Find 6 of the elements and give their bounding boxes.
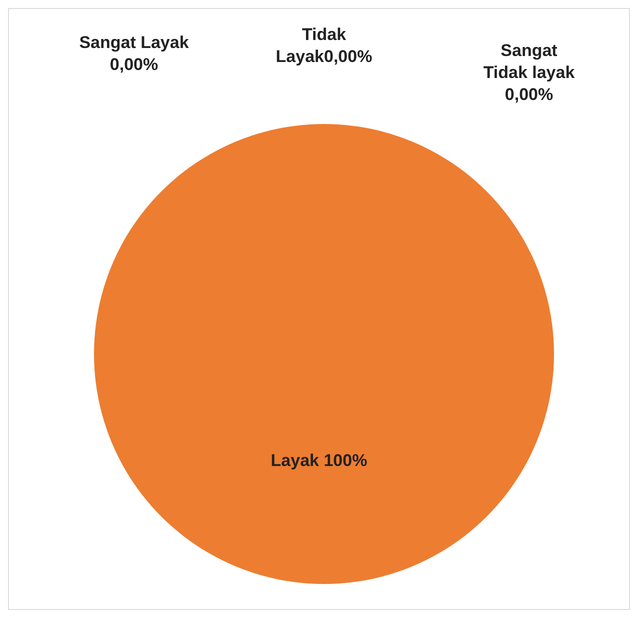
text: 0,00% xyxy=(110,55,158,74)
category-label: Sangat Tidak layak xyxy=(483,41,575,82)
text: 0,00% xyxy=(504,85,554,104)
category-label: Sangat Layak xyxy=(79,33,189,52)
slice-label: Layak 100% xyxy=(270,451,368,470)
category-label: Tidak Layak0,00% xyxy=(276,25,372,66)
